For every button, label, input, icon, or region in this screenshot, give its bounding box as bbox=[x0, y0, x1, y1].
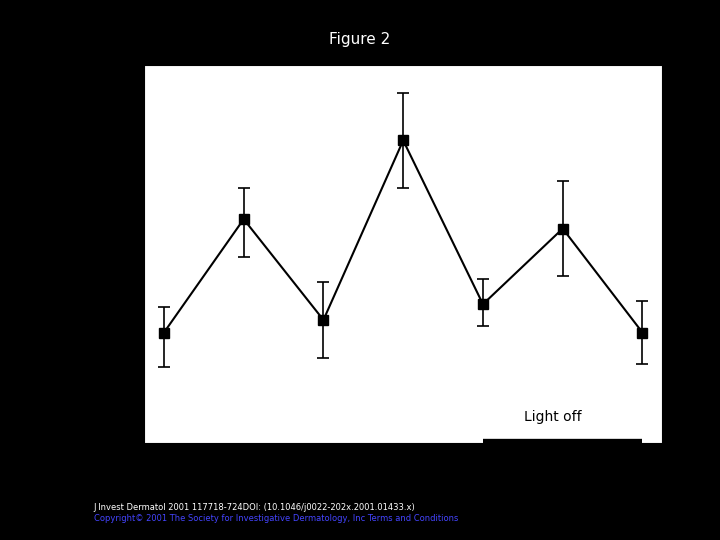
Text: J Invest Dermatol 2001 117718-724DOI: (10.1046/j0022-202x.2001.01433.x): J Invest Dermatol 2001 117718-724DOI: (1… bbox=[94, 503, 415, 512]
X-axis label: Time (clock hours): Time (clock hours) bbox=[330, 471, 476, 485]
Y-axis label: Capacitance in % of 24h mean: Capacitance in % of 24h mean bbox=[91, 147, 105, 360]
Text: Light off: Light off bbox=[524, 410, 582, 424]
Text: Copyright© 2001 The Society for Investigative Dermatology, Inc Terms and Conditi: Copyright© 2001 The Society for Investig… bbox=[94, 514, 458, 523]
Text: Figure 2: Figure 2 bbox=[329, 32, 391, 48]
